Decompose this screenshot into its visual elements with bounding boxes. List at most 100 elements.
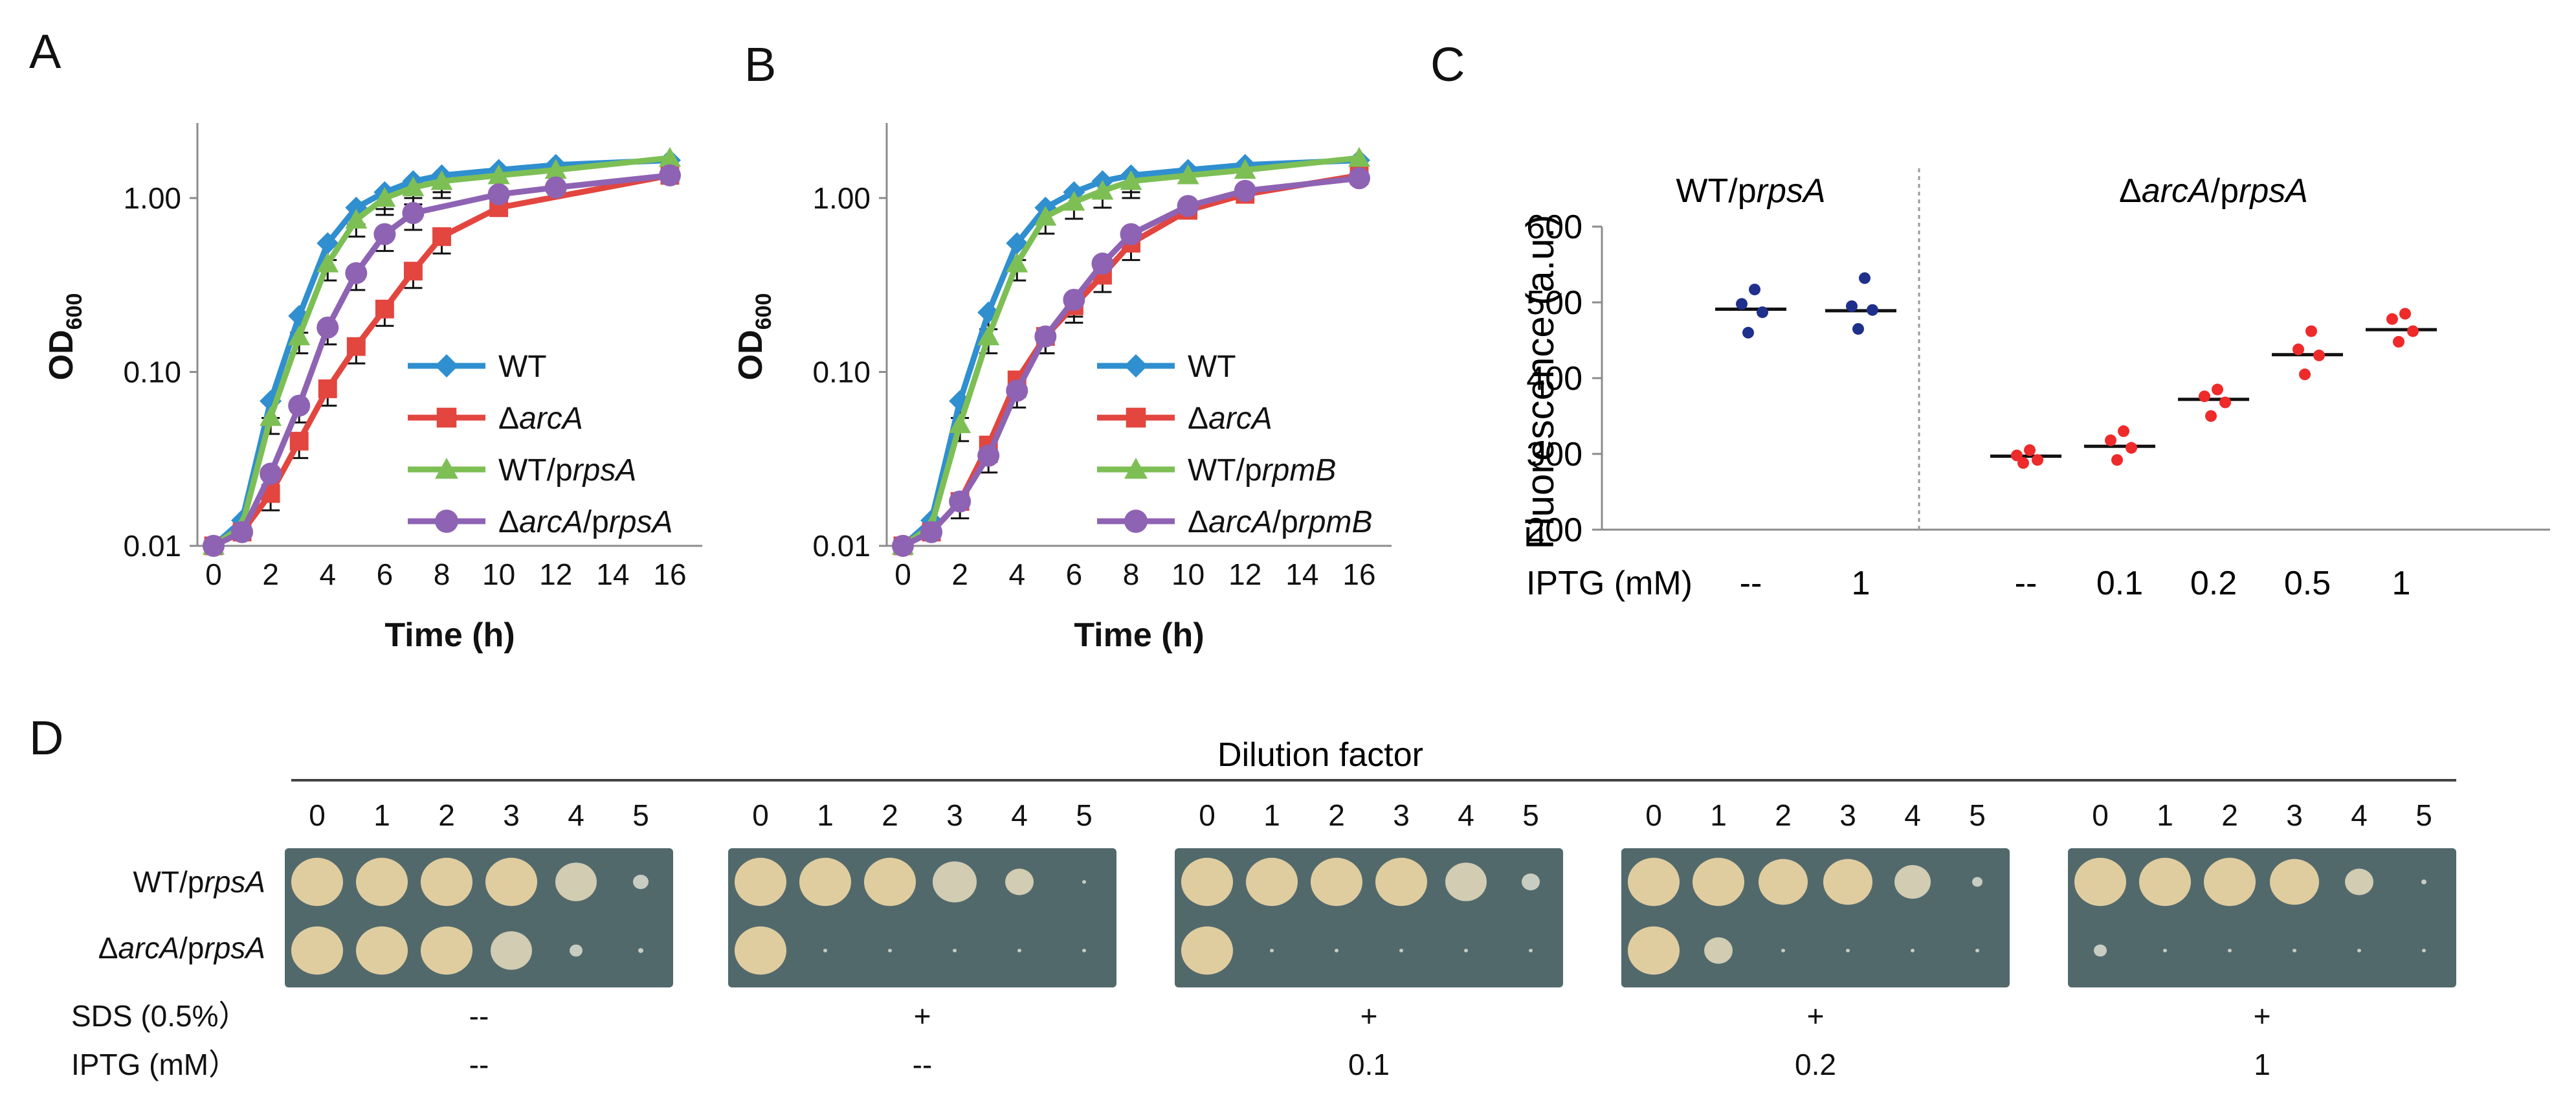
panel-c-y-tick-label: 300 <box>1526 436 1582 473</box>
iptg-value: -- <box>913 1048 933 1081</box>
iptg-row-label: IPTG (mM） <box>71 1048 238 1081</box>
panel-b-y-tick-label: 0.01 <box>812 529 871 563</box>
plate-shade <box>2068 848 2456 987</box>
dilution-label: 5 <box>1522 798 1539 832</box>
data-point <box>2017 457 2029 469</box>
panel-a-x-tick-label: 10 <box>482 558 515 591</box>
panel-a-x-tick-label: 2 <box>262 558 279 591</box>
panel-b-letter: B <box>744 38 776 91</box>
iptg-value-label: 1 <box>1852 565 1871 602</box>
panel-a-point-2 <box>659 146 681 167</box>
sds-value: + <box>1360 999 1378 1033</box>
dilution-label: 0 <box>752 798 769 832</box>
dilution-label: 2 <box>1775 798 1792 832</box>
dilution-label: 2 <box>438 798 455 832</box>
panel-b-point-3 <box>1063 288 1085 311</box>
panel-b-y-label: OD600 <box>732 293 776 381</box>
dilution-label: 5 <box>1076 798 1093 832</box>
panel-a-x-tick-label: 14 <box>596 558 629 591</box>
colony-spot-wt <box>1628 857 1680 907</box>
colony-spot-wt <box>356 857 408 907</box>
panel-a-x-tick-label: 12 <box>539 558 572 591</box>
dilution-label: 2 <box>882 798 898 832</box>
panel-a-point-3 <box>288 394 311 417</box>
data-point <box>2407 325 2419 337</box>
panel-b-point-2 <box>1091 179 1114 200</box>
data-point <box>1749 284 1760 296</box>
panel-a-x-tick-label: 0 <box>205 558 222 591</box>
dilution-label: 4 <box>1458 798 1474 832</box>
panel-b-legend-marker <box>1124 354 1148 377</box>
panel-a-point-3 <box>402 202 425 225</box>
dilution-label: 1 <box>373 798 390 832</box>
colony-spot-wt <box>1693 857 1744 907</box>
panel-a-series-line-2 <box>212 155 671 548</box>
colony-spot-wt <box>1445 862 1487 901</box>
dilution-label: 5 <box>632 798 649 832</box>
data-point <box>2105 434 2116 446</box>
dilution-label: 0 <box>309 798 326 832</box>
dilution-label: 4 <box>1904 798 1921 832</box>
panel-b-point-2 <box>1034 205 1057 226</box>
data-point <box>2305 325 2317 337</box>
plate-5: 0 1 2 3 4 5 +1 <box>2068 798 2456 1081</box>
colony-spot-wt <box>2270 859 2319 905</box>
colony-spot-wt <box>2421 879 2426 884</box>
dilution-factor-title: Dilution factor <box>1217 736 1423 774</box>
colony-spot-arca <box>638 948 643 953</box>
colony-spot-wt <box>2139 857 2191 907</box>
plate-shade <box>1175 848 1563 987</box>
data-point <box>2393 335 2404 348</box>
data-point <box>2293 343 2304 355</box>
iptg-value: 0.1 <box>1348 1048 1390 1081</box>
colony-spot-arca <box>1704 937 1733 964</box>
panel-b-legend-marker <box>1126 407 1146 428</box>
panel-a-point-3 <box>231 521 254 543</box>
data-point <box>2386 313 2398 325</box>
data-point <box>1757 306 1768 319</box>
panel-a-x-label: Time (h) <box>384 616 515 654</box>
panel-a-point-3 <box>544 176 567 199</box>
dilution-label: 4 <box>568 798 584 832</box>
panel-a-point-0 <box>316 232 339 254</box>
panel-a-legend-label: ΔarcA <box>498 401 583 436</box>
dilution-label: 0 <box>1199 798 1216 832</box>
panel-b-point-3 <box>977 444 1000 467</box>
panel-a-point-2 <box>373 186 396 207</box>
colony-spot-wt <box>1759 859 1808 905</box>
panel-a-legend-label: WT <box>498 350 547 384</box>
plate-shade <box>728 848 1116 987</box>
data-point <box>2011 449 2023 462</box>
colony-spot-arca <box>2422 949 2426 952</box>
colony-spot-wt <box>1375 857 1427 907</box>
panel-b-point-2 <box>949 413 972 433</box>
panel-a-point-2 <box>260 406 282 426</box>
panel-b-point-0 <box>1006 232 1028 254</box>
panel-b-point-3 <box>1006 379 1028 402</box>
dilution-label: 3 <box>946 798 963 832</box>
data-point <box>2313 349 2325 361</box>
panel-c-group-label-wt: WT/prpsA <box>1676 172 1825 210</box>
panel-a-y-tick-label: 0.10 <box>123 355 181 389</box>
iptg-value-label: 0.1 <box>2096 565 2143 602</box>
panel-a-x-tick-label: 6 <box>377 558 394 591</box>
panel-b-x-tick-label: 8 <box>1123 558 1140 591</box>
panel-a-series-line-0 <box>212 157 671 548</box>
strain-label-arca: ΔarcA/prpsA <box>98 931 265 965</box>
data-point <box>2126 442 2137 454</box>
colony-spot-wt <box>555 862 597 901</box>
colony-spot-arca <box>888 949 892 952</box>
panel-b-legend-label: ΔarcA <box>1188 401 1272 436</box>
colony-spot-wt <box>633 874 649 890</box>
panel-a-point-2 <box>487 164 510 185</box>
colony-spot-wt <box>1894 864 1931 899</box>
panel-b-y-tick-label: 1.00 <box>812 181 871 215</box>
colony-spot-wt <box>291 857 343 907</box>
data-point <box>1867 304 1878 316</box>
panel-b-x-tick-label: 0 <box>894 558 911 591</box>
panel-a-point-3 <box>203 535 225 557</box>
colony-spot-wt <box>485 857 537 907</box>
panel-a-legend-marker <box>435 354 458 377</box>
panel-a-y-label: OD600 <box>43 293 87 381</box>
